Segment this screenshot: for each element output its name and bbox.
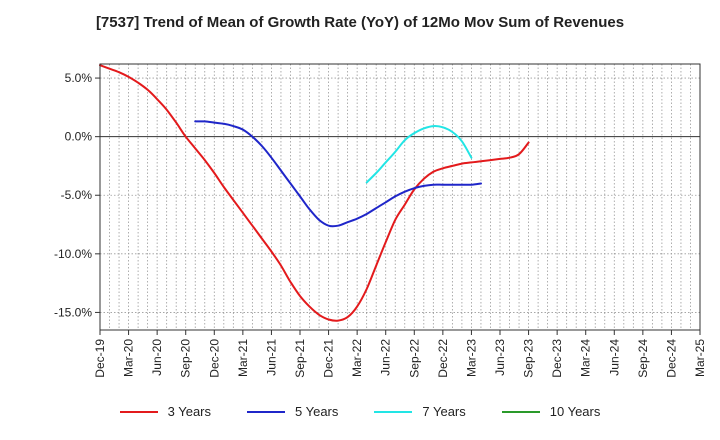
x-tick-label: Jun-23	[493, 339, 507, 376]
x-tick-label: Dec-24	[664, 339, 678, 378]
x-tick-label: Mar-23	[464, 339, 478, 377]
x-tick-label: Mar-24	[579, 339, 593, 377]
x-tick-label: Sep-21	[293, 339, 307, 378]
y-tick-label: 0.0%	[65, 130, 93, 144]
y-tick-label: 5.0%	[65, 71, 93, 85]
legend-label: 10 Years	[549, 404, 601, 419]
x-tick-label: Mar-22	[350, 339, 364, 377]
legend-item: 10 Years	[501, 404, 601, 419]
x-tick-label: Jun-22	[379, 339, 393, 376]
y-tick-label: -10.0%	[54, 247, 92, 261]
x-axis: Dec-19 Mar-20 Jun-20 Sep-20 Dec-20 Mar-21 Jun-…	[93, 330, 707, 378]
x-tick-label: Dec-21	[322, 339, 336, 378]
series-line-5-years	[194, 120, 482, 228]
x-tick-label: Jun-21	[264, 339, 278, 376]
legend-swatch	[501, 410, 540, 413]
x-tick-label: Jun-24	[607, 339, 621, 376]
horizontal-gridlines	[100, 77, 700, 313]
x-tick-label: Sep-22	[407, 339, 421, 378]
plot-frame	[99, 63, 701, 331]
y-tick-label: -5.0%	[61, 188, 93, 202]
chart-title: [7537] Trend of Mean of Growth Rate (YoY…	[95, 14, 625, 31]
y-axis: 5.0% 0.0% -5.0% -10.0% -15.0%	[54, 71, 100, 319]
y-tick-label: -15.0%	[54, 305, 92, 319]
legend-label: 7 Years	[422, 404, 466, 419]
x-tick-label: Dec-19	[93, 339, 107, 378]
series-layer	[99, 64, 530, 322]
legend-swatch	[119, 410, 158, 413]
series-line-3-years	[99, 64, 530, 322]
x-tick-label: Mar-21	[236, 339, 250, 377]
legend-swatch	[374, 410, 413, 413]
x-tick-label: Sep-20	[179, 339, 193, 378]
x-tick-label: Mar-20	[122, 339, 136, 377]
legend-swatch	[247, 410, 285, 413]
x-tick-label: Dec-20	[207, 339, 221, 378]
legend: 3 Years 5 Years 7 Years 10 Years	[0, 404, 720, 419]
x-tick-label: Dec-23	[550, 339, 564, 378]
series-line-7-years	[365, 125, 473, 184]
x-tick-label: Dec-22	[436, 339, 450, 378]
plot-area	[100, 64, 700, 330]
x-tick-label: Mar-25	[693, 339, 707, 377]
legend-label: 5 Years	[295, 404, 339, 419]
x-tick-label: Sep-24	[636, 339, 650, 378]
legend-label: 3 Years	[167, 404, 211, 419]
vertical-gridlines	[109, 64, 691, 330]
legend-item: 7 Years	[374, 404, 466, 419]
legend-item: 3 Years	[119, 404, 211, 419]
legend-item: 5 Years	[247, 404, 338, 419]
x-tick-label: Sep-23	[522, 339, 536, 378]
x-tick-label: Jun-20	[150, 339, 164, 376]
